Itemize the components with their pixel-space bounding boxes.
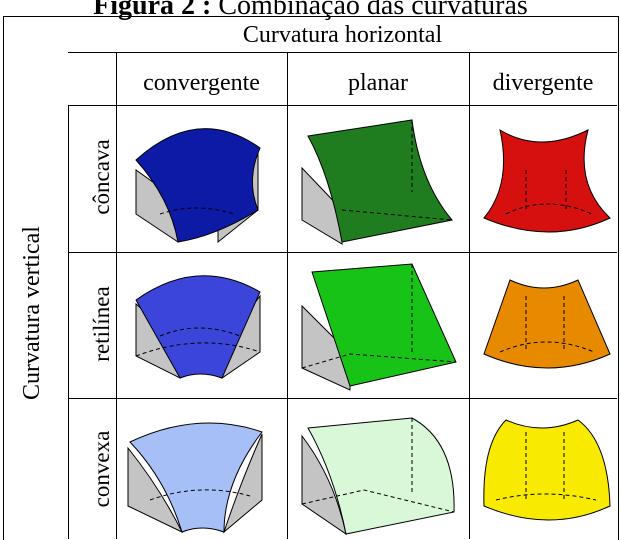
diagram-frame [3,16,619,540]
shape-retilinea-planar [294,258,464,398]
column-header-convergente: convergente [143,70,260,96]
column-header-planar: planar [348,70,408,96]
grid-line [68,398,617,399]
shape-convexa-planar [294,404,464,539]
figure-title-prefix: Figura 2 : [93,0,212,21]
row-label-retilinea: retilínea [89,286,114,362]
shape-retilinea-divergente [476,256,614,396]
row-label-concava: côncava [89,139,114,215]
figure-title-text: Combinação das curvaturas [218,0,528,21]
horizontal-curvature-header: Curvatura horizontal [242,22,443,48]
shape-concava-divergente [476,110,614,250]
shape-concava-planar [294,112,464,252]
grid-line [68,105,617,106]
grid-line [68,252,617,253]
shape-concava-convergente [120,110,280,250]
grid-line [469,52,470,539]
row-label-convexa: convexa [89,430,114,508]
figure-title: Figura 2 : Combinação das curvaturas [0,0,621,21]
grid-line [116,52,117,539]
column-header-divergente: divergente [492,70,594,96]
grid-line [68,105,69,539]
shape-retilinea-convergente [120,256,280,396]
shape-convexa-convergente [120,402,280,539]
grid-line [287,52,288,539]
grid-line [68,52,617,53]
shape-convexa-divergente [476,402,614,537]
vertical-curvature-header: Curvatura vertical [19,226,45,400]
